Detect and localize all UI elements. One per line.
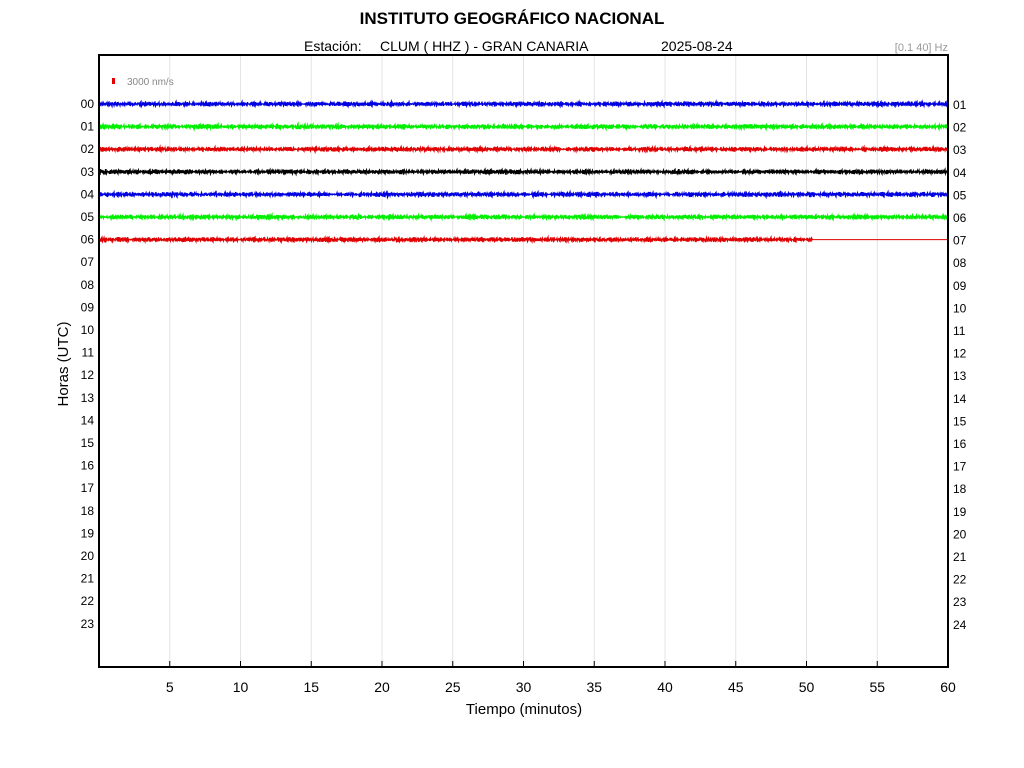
- left-hour-label: 17: [81, 481, 95, 495]
- left-hour-label: 11: [82, 346, 95, 360]
- frequency-band: [0.1 40] Hz: [894, 42, 948, 54]
- left-hour-label: 22: [81, 594, 95, 608]
- x-tick-label: 25: [445, 679, 461, 695]
- trace-hour-06: [98, 234, 814, 245]
- left-hour-label: 08: [81, 278, 95, 292]
- x-tick-label: 55: [869, 679, 885, 695]
- x-tick-label: 5: [166, 679, 174, 695]
- x-tick-label: 40: [657, 679, 673, 695]
- right-hour-label: 15: [953, 414, 967, 428]
- chart-title: INSTITUTO GEOGRÁFICO NACIONAL: [359, 9, 665, 28]
- left-hour-label: 18: [81, 504, 95, 518]
- right-hour-label: 10: [953, 301, 967, 315]
- right-hour-label: 08: [953, 256, 967, 270]
- right-hour-label: 04: [953, 166, 967, 180]
- left-hour-label: 04: [81, 187, 95, 201]
- left-hour-label: 02: [81, 142, 95, 156]
- left-hour-label: 07: [81, 255, 95, 269]
- right-hour-label: 07: [953, 234, 967, 248]
- date-label: 2025-08-24: [661, 38, 733, 54]
- right-hour-label: 20: [953, 527, 967, 541]
- right-hour-label: 02: [953, 121, 967, 135]
- right-hour-label: 21: [953, 550, 967, 564]
- right-hour-label: 06: [953, 211, 967, 225]
- right-hour-label: 18: [953, 482, 967, 496]
- left-hour-label: 03: [81, 165, 95, 179]
- right-hour-label: 03: [953, 143, 967, 157]
- x-tick-label: 30: [516, 679, 532, 695]
- left-hour-label: 12: [81, 368, 95, 382]
- left-hour-label: 20: [81, 549, 95, 563]
- left-hour-label: 00: [81, 97, 95, 111]
- left-hour-label: 13: [81, 391, 95, 405]
- x-tick-label: 20: [374, 679, 390, 695]
- trace-hour-01: [98, 121, 950, 132]
- station-name: CLUM ( HHZ ) - GRAN CANARIA: [380, 38, 589, 54]
- trace-hour-04: [98, 189, 950, 200]
- x-tick-label: 50: [799, 679, 815, 695]
- left-hour-label: 14: [81, 413, 95, 427]
- right-hour-label: 19: [953, 505, 967, 519]
- x-axis-ticks: 5 10 15 20 25 30 35 40 45 50 55 60: [166, 661, 956, 695]
- right-hour-label: 22: [953, 573, 967, 587]
- left-hour-label: 19: [81, 526, 95, 540]
- left-hour-label: 15: [81, 436, 95, 450]
- left-hour-label: 21: [81, 572, 95, 586]
- scale-bar: [112, 78, 115, 84]
- right-hour-label: 09: [953, 279, 967, 293]
- trace-hour-00: [98, 99, 950, 109]
- right-hour-label: 14: [953, 392, 967, 406]
- y-axis-label: Horas (UTC): [55, 321, 72, 406]
- x-tick-label: 35: [586, 679, 602, 695]
- x-tick-label: 10: [233, 679, 249, 695]
- right-hour-label: 05: [953, 188, 967, 202]
- left-hour-label: 05: [81, 210, 95, 224]
- right-hour-label: 16: [953, 437, 967, 451]
- x-tick-label: 45: [728, 679, 744, 695]
- left-hour-label: 01: [81, 120, 95, 134]
- right-hour-labels: 01 02 03 04 05 06 07 08 09 10 11 12 13 14 15 16 17 18 19 20…: [953, 98, 967, 632]
- traces: [98, 99, 950, 245]
- right-hour-label: 01: [953, 98, 967, 112]
- station-label: Estación:: [304, 38, 362, 54]
- right-hour-label: 12: [953, 347, 967, 361]
- left-hour-label: 23: [81, 617, 95, 631]
- x-axis-label: Tiempo (minutos): [466, 701, 582, 718]
- right-hour-label: 24: [953, 618, 967, 632]
- right-hour-label: 23: [953, 595, 967, 609]
- trace-hour-02: [98, 144, 950, 155]
- trace-hour-03: [98, 166, 950, 177]
- left-hour-label: 10: [81, 323, 95, 337]
- right-hour-label: 13: [953, 369, 967, 383]
- trace-hour-05: [98, 212, 950, 222]
- right-hour-label: 11: [953, 324, 966, 338]
- grid: [169, 55, 878, 667]
- left-hour-label: 16: [81, 459, 95, 473]
- left-hour-labels: 00 01 02 03 04 05 06 07 08 09 10 11 12 13 14 15 16 17 18 19…: [81, 97, 95, 631]
- left-hour-label: 09: [81, 300, 95, 314]
- right-hour-label: 17: [953, 460, 967, 474]
- left-hour-label: 06: [81, 233, 95, 247]
- scale-label: 3000 nm/s: [127, 77, 174, 88]
- x-tick-label: 15: [303, 679, 319, 695]
- x-tick-label: 60: [940, 679, 956, 695]
